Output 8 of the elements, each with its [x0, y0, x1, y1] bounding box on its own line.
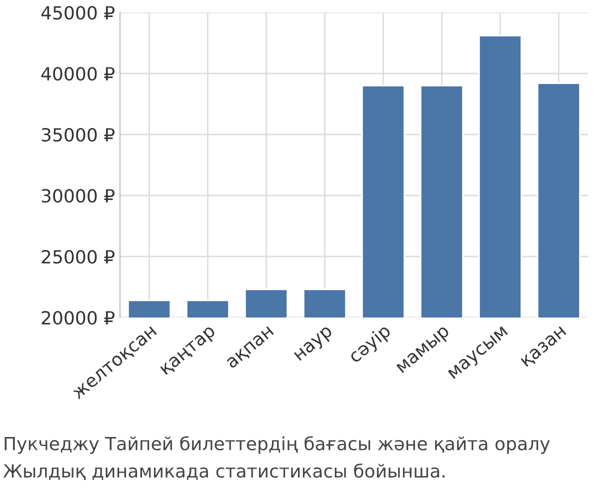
y-tick-label: 25000 ₽ — [42, 250, 115, 264]
y-tick-label: 45000 ₽ — [41, 6, 115, 20]
y-tick-label: 30000 ₽ — [42, 188, 115, 203]
text: Пукчеджу Тайпей билеттердің бағасы және қайта оралу — [4, 436, 550, 454]
y-tick-label: 35000 ₽ — [42, 128, 115, 142]
text: Жылдық динамикада статистикасы бойынша. — [3, 463, 445, 480]
y-tick-label: 40000 ₽ — [41, 66, 115, 81]
y-tick-label: 20000 ₽ — [42, 310, 115, 325]
